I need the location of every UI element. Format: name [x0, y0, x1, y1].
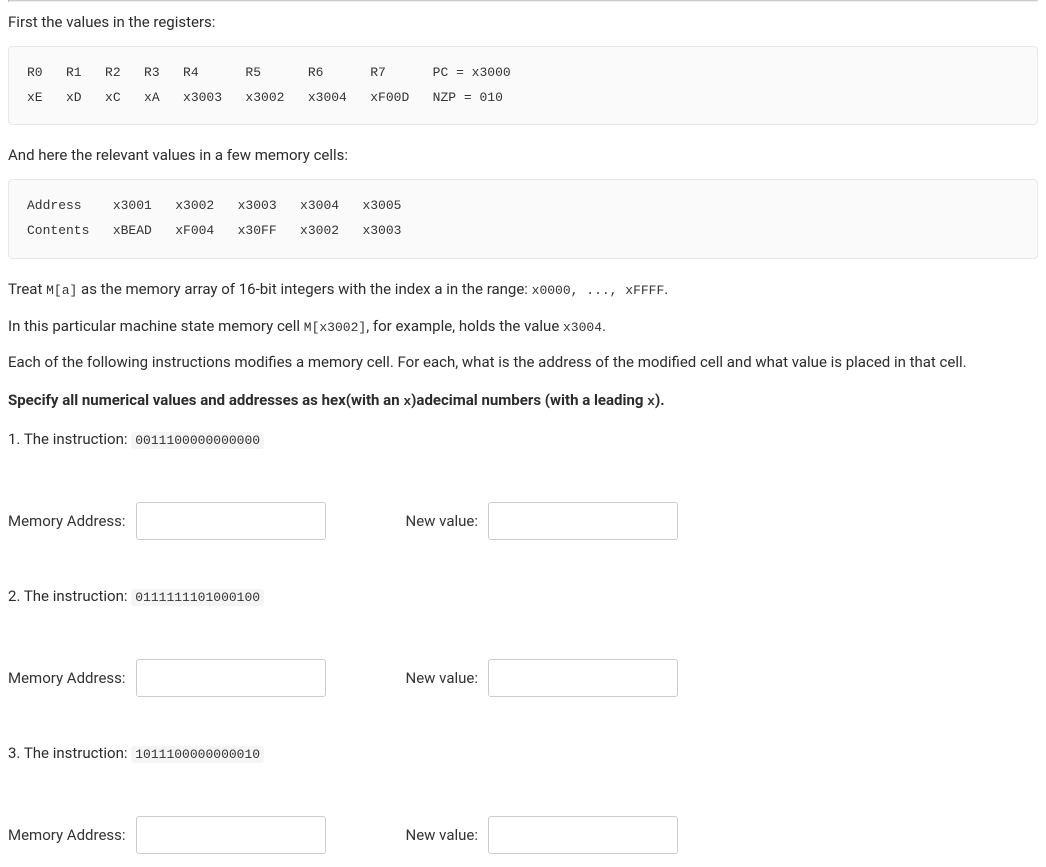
treat-code-ma: M[a]	[46, 283, 77, 298]
specify-code-x1: x	[403, 394, 411, 409]
specify-code-x2: x	[647, 394, 655, 409]
q3-num: 3.	[8, 744, 20, 762]
mem-addr-input-3[interactable]	[136, 816, 326, 854]
answer-row-2: Memory Address: New value:	[8, 659, 1038, 697]
question-3: 3. The instruction: 1011100000000010	[8, 741, 1038, 766]
state-post: .	[602, 317, 606, 335]
q1-num: 1.	[8, 430, 20, 448]
mem-addr-input-1[interactable]	[136, 502, 326, 540]
answer-row-3: Memory Address: New value:	[8, 816, 1038, 854]
state-paragraph: In this particular machine state memory …	[8, 314, 1038, 339]
mem-addr-label-2: Memory Address:	[8, 666, 126, 690]
state-code-cell: M[x3002]	[304, 320, 366, 335]
treat-paragraph: Treat M[a] as the memory array of 16-bit…	[8, 277, 1038, 302]
treat-pre: Treat	[8, 280, 46, 298]
registers-table: R0 R1 R2 R3 R4 R5 R6 R7 PC = x3000 xE xD…	[8, 46, 1038, 125]
state-pre: In this particular machine state memory …	[8, 317, 304, 335]
q3-label: The instruction:	[24, 744, 131, 762]
q3-instruction: 1011100000000010	[131, 746, 264, 763]
intro-text: First the values in the registers:	[8, 10, 1038, 34]
specify-post: ).	[655, 391, 665, 409]
q2-num: 2.	[8, 587, 20, 605]
new-val-label-3: New value:	[406, 823, 478, 847]
treat-code-range: x0000, ..., xFFFF	[532, 283, 665, 298]
question-1-text: 1. The instruction: 0011100000000000	[8, 427, 1038, 452]
state-code-val: x3004	[563, 320, 602, 335]
question-1: 1. The instruction: 0011100000000000	[8, 427, 1038, 452]
q1-instruction: 0011100000000000	[131, 432, 264, 449]
memory-table: Address x3001 x3002 x3003 x3004 x3005 Co…	[8, 179, 1038, 258]
new-val-label-2: New value:	[406, 666, 478, 690]
new-val-input-3[interactable]	[488, 816, 678, 854]
q2-instruction: 0111111101000100	[131, 589, 264, 606]
new-val-input-1[interactable]	[488, 502, 678, 540]
question-2: 2. The instruction: 0111111101000100	[8, 584, 1038, 609]
new-val-label-1: New value:	[406, 509, 478, 533]
specify-paragraph: Specify all numerical values and address…	[8, 388, 1038, 413]
question-3-text: 3. The instruction: 1011100000000010	[8, 741, 1038, 766]
mem-addr-label-1: Memory Address:	[8, 509, 126, 533]
mem-addr-input-2[interactable]	[136, 659, 326, 697]
specify-pre: Specify all numerical values and address…	[8, 391, 403, 409]
treat-post: .	[664, 280, 668, 298]
q2-label: The instruction:	[24, 587, 131, 605]
treat-mid: as the memory array of 16-bit integers w…	[77, 280, 531, 298]
each-paragraph: Each of the following instructions modif…	[8, 350, 1038, 374]
memory-intro-text: And here the relevant values in a few me…	[8, 143, 1038, 167]
q1-label: The instruction:	[24, 430, 131, 448]
mem-addr-label-3: Memory Address:	[8, 823, 126, 847]
state-mid: , for example, holds the value	[366, 317, 563, 335]
question-2-text: 2. The instruction: 0111111101000100	[8, 584, 1038, 609]
new-val-input-2[interactable]	[488, 659, 678, 697]
specify-mid: )adecimal numbers (with a leading	[411, 391, 647, 409]
answer-row-1: Memory Address: New value:	[8, 502, 1038, 540]
